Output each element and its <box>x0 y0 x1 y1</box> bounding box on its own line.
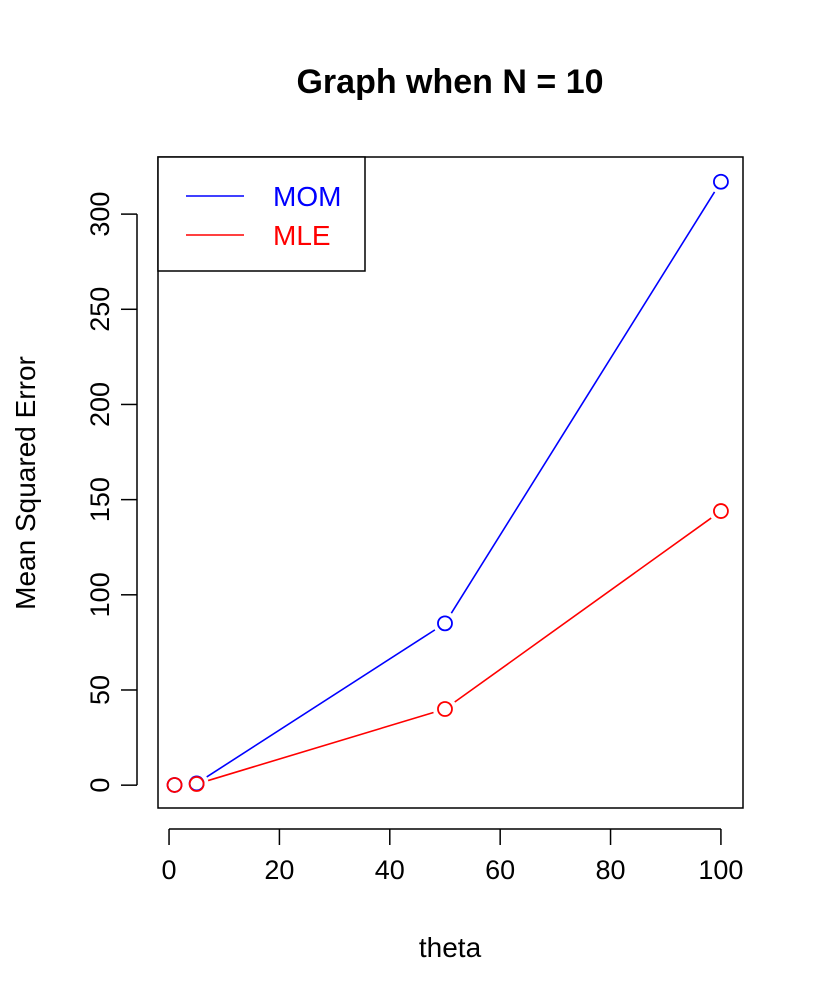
series-line-segment <box>207 711 434 782</box>
series-layer <box>166 173 729 793</box>
y-tick-label: 300 <box>85 192 115 237</box>
x-tick-label: 100 <box>698 855 743 885</box>
chart-title: Graph when N = 10 <box>296 63 603 101</box>
data-point <box>166 777 183 793</box>
legend: MOM MLE <box>157 156 366 272</box>
y-axis-title: Mean Squared Error <box>10 356 41 610</box>
series-mle <box>166 503 729 793</box>
y-tick-label: 50 <box>85 675 115 705</box>
series-line-segment <box>454 517 712 703</box>
data-point <box>437 615 453 632</box>
x-tick-label: 0 <box>162 855 177 885</box>
y-tick-label: 250 <box>85 287 115 332</box>
legend-label: MLE <box>273 220 331 251</box>
y-axis: 0 50 100 150 200 250 300 <box>85 192 138 793</box>
plot-frame <box>157 156 744 809</box>
series-line-segment <box>450 191 716 614</box>
series-line-segment <box>206 629 436 778</box>
x-tick-label: 20 <box>264 855 294 885</box>
x-tick-label: 60 <box>485 855 515 885</box>
y-tick-label: 150 <box>85 477 115 522</box>
legend-box <box>157 156 366 272</box>
y-tick-label: 100 <box>85 572 115 617</box>
data-point <box>713 173 729 190</box>
data-point <box>437 701 453 717</box>
x-axis-title: theta <box>419 932 482 963</box>
data-point <box>188 776 205 792</box>
x-tick-label: 80 <box>596 855 626 885</box>
y-tick-label: 0 <box>85 778 115 793</box>
x-tick-label: 40 <box>375 855 405 885</box>
data-point <box>713 503 729 519</box>
legend-label: MOM <box>273 181 341 212</box>
y-tick-label: 200 <box>85 382 115 427</box>
x-axis: 0 20 40 60 80 100 <box>162 828 743 885</box>
